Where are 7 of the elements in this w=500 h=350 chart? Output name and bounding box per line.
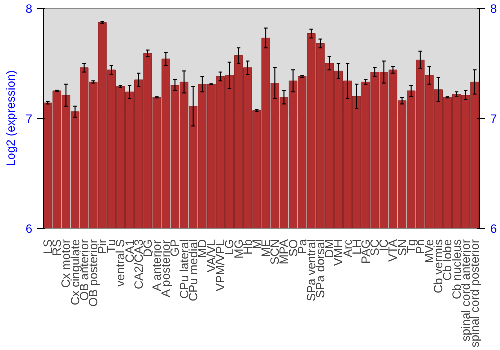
y-tick-label: 7 bbox=[26, 112, 33, 126]
y2-tick-label: 6 bbox=[490, 222, 498, 236]
y-axis-title: Log2 (expression) bbox=[4, 70, 18, 167]
y2-tick-label: 7 bbox=[490, 112, 498, 126]
y-tick-label: 8 bbox=[26, 2, 33, 16]
y-tick-label: 6 bbox=[26, 222, 33, 236]
y2-tick-label: 8 bbox=[490, 2, 498, 16]
